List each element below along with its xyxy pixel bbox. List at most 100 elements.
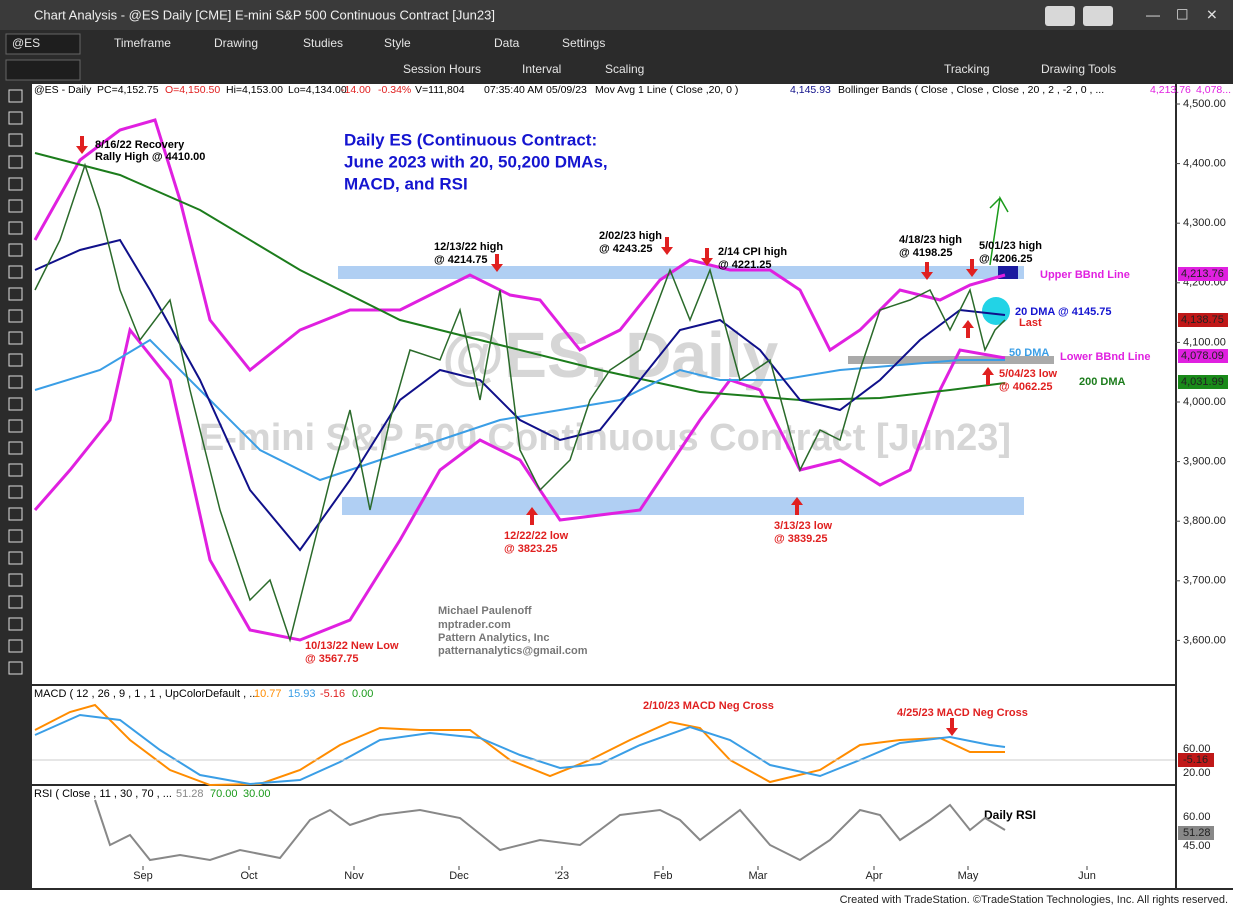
- toolbar-button[interactable]: Data: [494, 36, 520, 50]
- tool-icon[interactable]: [8, 463, 23, 477]
- status-line: @ES - Daily PC=4,152.75 O=4,150.50 Hi=4,153…: [34, 84, 1231, 96]
- rsi-value: 51.28: [176, 788, 204, 800]
- close-button[interactable]: ✕: [1206, 7, 1218, 23]
- tool-icon[interactable]: [8, 661, 23, 675]
- annotation: @ 4062.25: [999, 381, 1053, 393]
- toolbar-button[interactable]: Scaling: [605, 62, 644, 76]
- annotation: 2/10/23 MACD Neg Cross: [643, 700, 774, 712]
- annotation: 10/13/22 New Low: [305, 640, 399, 652]
- price-label: 3,900.00: [1183, 456, 1226, 468]
- tool-icon[interactable]: [8, 287, 23, 301]
- axes: 4,500.004,400.004,300.004,200.004,100.00…: [133, 98, 1228, 882]
- chart-title: Daily ES (Continuous Contract: June 2023…: [344, 130, 608, 193]
- tool-icon[interactable]: [8, 221, 23, 235]
- tool-icon[interactable]: [8, 507, 23, 521]
- date-label: Apr: [865, 870, 882, 882]
- price-tag: [1178, 313, 1228, 327]
- date-label: Oct: [240, 870, 257, 882]
- annotation: Daily RSI: [984, 808, 1036, 822]
- down-arrow: [946, 718, 958, 736]
- s-button[interactable]: [1045, 6, 1075, 26]
- status-item: @ES - Daily: [34, 84, 92, 96]
- date-label: Sep: [133, 870, 153, 882]
- tool-icon[interactable]: [8, 353, 23, 367]
- interval-box[interactable]: [5, 59, 81, 81]
- tool-icon[interactable]: [8, 595, 23, 609]
- tool-icon[interactable]: [8, 89, 23, 103]
- tool-icon[interactable]: [8, 529, 23, 543]
- rsi-value: 30.00: [243, 788, 271, 800]
- down-arrow: [661, 237, 673, 255]
- date-label: May: [958, 870, 979, 882]
- tool-icon[interactable]: [8, 617, 23, 631]
- down-arrow: [76, 136, 88, 154]
- macd-value: 0.00: [352, 688, 373, 700]
- annotation: Upper BBnd Line: [1040, 269, 1130, 281]
- tool-icon[interactable]: [8, 309, 23, 323]
- status-item: Bollinger Bands ( Close , Close , Close …: [838, 84, 1104, 96]
- price-label: 3,600.00: [1183, 634, 1226, 646]
- up-arrow: [962, 320, 974, 338]
- price-tag: [1178, 753, 1214, 767]
- annotation: 200 DMA: [1079, 376, 1126, 388]
- toolbar-button[interactable]: Tracking: [944, 62, 990, 76]
- max-button[interactable]: ☐: [1176, 7, 1189, 23]
- annotation: @ 3567.75: [305, 653, 359, 665]
- tool-icon[interactable]: [8, 551, 23, 565]
- tool-icon[interactable]: [8, 111, 23, 125]
- tool-icon[interactable]: [8, 441, 23, 455]
- toolbar-button[interactable]: Drawing: [214, 36, 258, 50]
- tool-icon[interactable]: [8, 265, 23, 279]
- tool-icon[interactable]: [8, 397, 23, 411]
- author-block: Michael Paulenoff mptrader.com Pattern A…: [438, 605, 588, 657]
- tool-icon[interactable]: [8, 485, 23, 499]
- tool-icon[interactable]: [8, 573, 23, 587]
- tool-icon[interactable]: [8, 133, 23, 147]
- chart-title-line: MACD, and RSI: [344, 174, 468, 193]
- symbol[interactable]: @ES: [12, 36, 40, 50]
- price-tag-label: 4,138.75: [1181, 314, 1224, 326]
- status-item: 07:35:40 AM: [484, 84, 543, 96]
- annotation: 3/13/23 low: [774, 520, 833, 532]
- macd-axis-label: 60.00: [1183, 743, 1211, 755]
- up-arrow: [526, 507, 538, 525]
- macd-axis-label: 20.00: [1183, 767, 1211, 779]
- tool-icon[interactable]: [8, 177, 23, 191]
- toolbar-button[interactable]: Timeframe: [114, 36, 171, 50]
- tool-icon[interactable]: [8, 639, 23, 653]
- toolbar-button[interactable]: Drawing Tools: [1041, 62, 1116, 76]
- price-tag-label: 4,078.09: [1181, 350, 1224, 362]
- tool-icon[interactable]: [8, 243, 23, 257]
- toolbar-button[interactable]: Settings: [562, 36, 605, 50]
- annotation: @ 4221.25: [718, 259, 772, 271]
- dma-50: [34, 338, 1005, 482]
- tool-icon[interactable]: [8, 155, 23, 169]
- toolbar-button[interactable]: Style: [384, 36, 411, 50]
- symbol-box[interactable]: [5, 33, 81, 55]
- rsi-line: [94, 799, 1006, 862]
- price-tag: [1178, 375, 1228, 389]
- author-line: mptrader.com: [438, 619, 511, 631]
- toolbar-button[interactable]: Session Hours: [403, 62, 481, 76]
- date-label: Feb: [654, 870, 673, 882]
- macd-value: 10.77: [254, 688, 282, 700]
- date-label: Mar: [749, 870, 768, 882]
- i-button[interactable]: [1083, 6, 1113, 26]
- annotation: 50 DMA: [1009, 347, 1049, 359]
- toolbar-button[interactable]: Interval: [522, 62, 561, 76]
- tool-icon[interactable]: [8, 419, 23, 433]
- toolbar-button[interactable]: Studies: [303, 36, 343, 50]
- min-button[interactable]: —: [1146, 7, 1160, 23]
- tool-icon[interactable]: [8, 199, 23, 213]
- dma-20: [34, 238, 1006, 552]
- rsi-value: 70.00: [210, 788, 238, 800]
- tool-icon[interactable]: [8, 331, 23, 345]
- chart-title-line: June 2023 with 20, 50,200 DMAs,: [344, 152, 608, 171]
- author-line: Michael Paulenoff: [438, 605, 532, 617]
- status-item: 4,078...: [1196, 84, 1231, 96]
- up-arrow: [791, 497, 803, 515]
- rsi-axis-label: 45.00: [1183, 840, 1211, 852]
- status-item: 4,145.93: [790, 84, 831, 96]
- tool-icon[interactable]: [8, 375, 23, 389]
- rsi-axis-label: 60.00: [1183, 811, 1211, 823]
